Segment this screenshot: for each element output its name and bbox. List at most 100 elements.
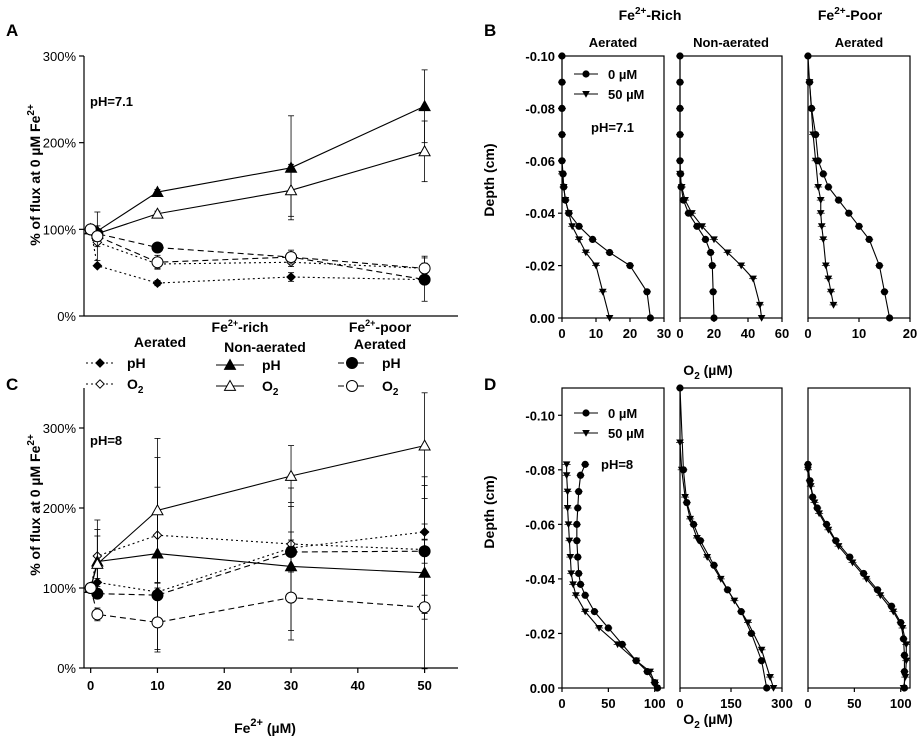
profile-point bbox=[592, 262, 600, 270]
profile-point-shape bbox=[756, 301, 764, 309]
legend-marker-shape bbox=[95, 379, 105, 389]
profile-point bbox=[696, 537, 705, 545]
profile-point-shape bbox=[701, 235, 710, 243]
profile-point bbox=[575, 488, 583, 496]
profile-point bbox=[595, 624, 603, 632]
profile-point-shape bbox=[575, 569, 583, 578]
profile-point-shape bbox=[887, 602, 896, 610]
profile-line bbox=[679, 173, 763, 319]
profile-point bbox=[574, 504, 582, 512]
profile-point-shape bbox=[824, 526, 833, 534]
y-tick-label: -0.10 bbox=[525, 408, 555, 423]
x-tick-label: 50 bbox=[601, 696, 615, 711]
x-tick-label: 20 bbox=[623, 326, 637, 341]
profile-point-shape bbox=[589, 235, 597, 243]
subpanel-frame bbox=[679, 55, 783, 319]
profile-point-shape bbox=[889, 608, 898, 616]
profile-point bbox=[604, 624, 612, 632]
profile-point-shape bbox=[763, 684, 771, 692]
profile-point bbox=[880, 288, 889, 296]
profile-point bbox=[756, 301, 764, 309]
profile-point-shape bbox=[566, 554, 575, 561]
profile-point bbox=[873, 586, 882, 594]
panel-label-b: B bbox=[484, 21, 496, 40]
data-point bbox=[286, 272, 296, 282]
profile-point-shape bbox=[575, 236, 583, 244]
profile-point bbox=[563, 488, 572, 496]
legend-entry-5: O2 bbox=[338, 378, 399, 398]
legend-entry-2: pH bbox=[216, 357, 281, 373]
y-tick-label: -0.02 bbox=[525, 259, 555, 274]
profile-point-shape bbox=[816, 197, 825, 204]
x-tick-label: 60 bbox=[775, 326, 789, 341]
x-tick-label: 20 bbox=[707, 326, 721, 341]
profile-point-shape bbox=[568, 223, 576, 231]
series-5 bbox=[84, 554, 431, 653]
profile-point bbox=[686, 515, 694, 523]
profile-point bbox=[887, 602, 896, 610]
profile-point-shape bbox=[604, 624, 612, 632]
profile-point-shape bbox=[688, 210, 696, 217]
profile-point bbox=[757, 314, 766, 322]
data-point-shape bbox=[91, 557, 104, 569]
profile-point bbox=[575, 569, 583, 578]
profile-point-shape bbox=[834, 543, 843, 550]
profile-point bbox=[676, 52, 684, 60]
profile-series-0 bbox=[804, 460, 909, 692]
profile-point bbox=[816, 210, 825, 217]
data-point-shape bbox=[418, 566, 431, 578]
legend-label: pH bbox=[382, 355, 401, 371]
svg-text:Fe2+-Rich: Fe2+-Rich bbox=[619, 6, 682, 23]
profile-point bbox=[758, 657, 766, 665]
legend-label: pH bbox=[127, 355, 146, 371]
data-point-shape bbox=[418, 262, 431, 275]
profile-point bbox=[572, 592, 580, 600]
data-point-shape bbox=[285, 591, 298, 604]
profile-point-shape bbox=[846, 553, 854, 561]
profile-point-shape bbox=[569, 581, 577, 589]
profile-point bbox=[717, 575, 725, 583]
series-line bbox=[90, 150, 425, 235]
profile-point bbox=[676, 131, 684, 139]
profile-point-shape bbox=[573, 537, 581, 545]
x-tick-label: 40 bbox=[741, 326, 755, 341]
profile-point bbox=[652, 684, 661, 692]
profile-point-shape bbox=[567, 570, 576, 578]
profile-point-shape bbox=[561, 197, 570, 204]
subpanel-title: Aerated bbox=[589, 35, 637, 50]
profile-point-shape bbox=[845, 209, 853, 217]
legend-marker bbox=[582, 90, 590, 98]
profile-point bbox=[605, 314, 614, 322]
profile-point-shape bbox=[581, 591, 589, 599]
x-tick-label: 10 bbox=[150, 678, 164, 693]
data-point-shape bbox=[418, 144, 431, 157]
series-line bbox=[90, 550, 425, 596]
profile-point-shape bbox=[558, 104, 566, 112]
profile-point bbox=[707, 248, 715, 257]
profile-point bbox=[562, 461, 571, 469]
profile-series-1 bbox=[676, 170, 766, 322]
profile-point-shape bbox=[559, 183, 568, 191]
profile-line bbox=[679, 442, 775, 689]
profile-point-shape bbox=[581, 460, 589, 468]
profile-point-shape bbox=[646, 314, 655, 322]
profile-series-1 bbox=[805, 79, 838, 309]
y-tick-label: -0.06 bbox=[525, 517, 555, 532]
legend-entry-0: pH bbox=[86, 355, 146, 371]
x-tick-label: 20 bbox=[903, 326, 917, 341]
profile-point bbox=[876, 592, 885, 600]
profile-point bbox=[568, 223, 576, 231]
profile-point bbox=[862, 575, 871, 583]
annotation-c: pH=8 bbox=[90, 433, 122, 448]
profile-point-shape bbox=[710, 314, 718, 322]
profile-point-shape bbox=[595, 624, 603, 632]
profile-point-shape bbox=[898, 624, 907, 632]
profile-series-0 bbox=[558, 52, 655, 322]
data-point bbox=[91, 230, 104, 243]
profile-point bbox=[806, 483, 815, 490]
profile-point-shape bbox=[632, 657, 640, 665]
profile-point-shape bbox=[855, 222, 863, 230]
profile-point bbox=[769, 684, 778, 692]
profile-point-shape bbox=[757, 314, 766, 322]
